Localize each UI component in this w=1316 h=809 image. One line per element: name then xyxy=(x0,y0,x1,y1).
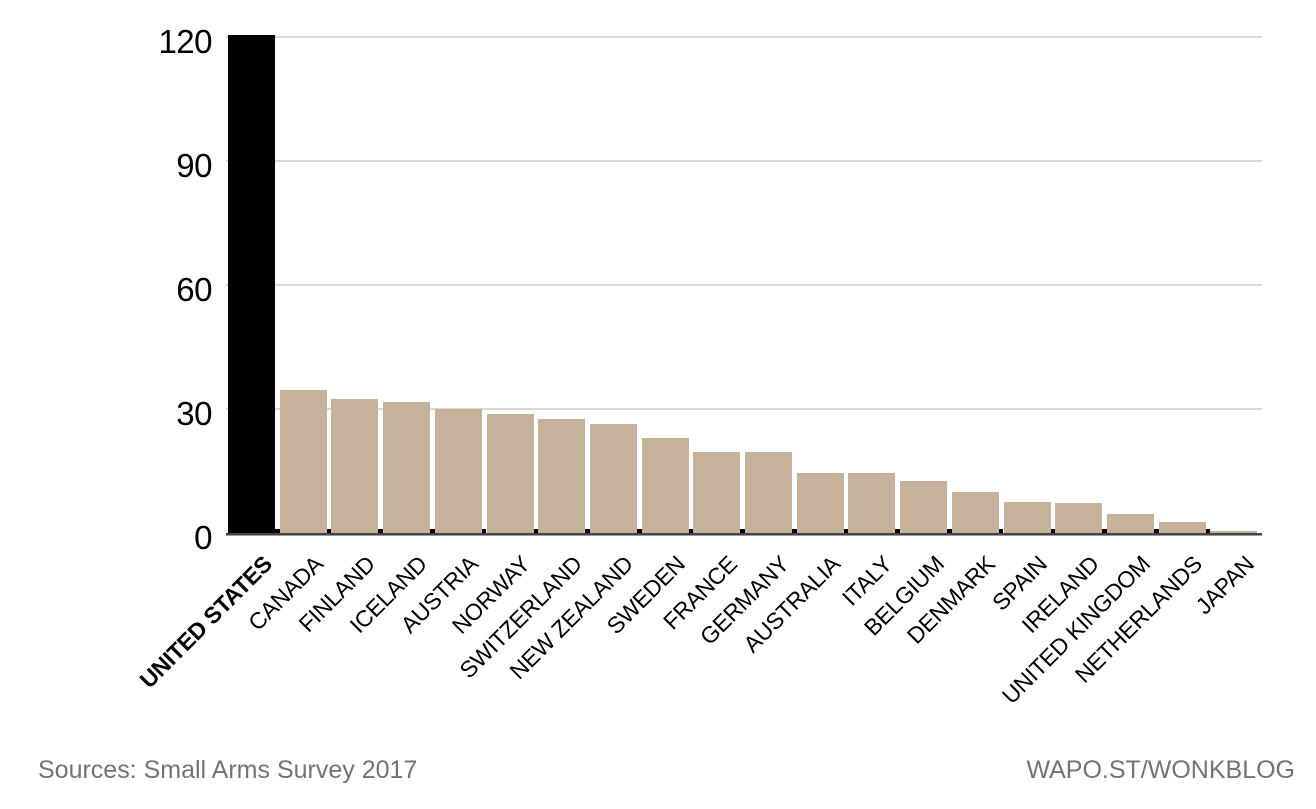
bar-germany xyxy=(745,451,792,533)
axis-boundary-tick xyxy=(533,529,539,533)
axis-boundary-tick xyxy=(326,529,332,533)
bar-denmark xyxy=(951,492,999,533)
axis-boundary-tick xyxy=(1205,529,1211,533)
axis-boundary-tick xyxy=(843,529,849,533)
bar-japan xyxy=(1210,531,1258,533)
axis-boundary-tick xyxy=(1050,529,1056,533)
axis-boundary-tick xyxy=(275,529,280,533)
bar-spain xyxy=(1003,502,1051,533)
axis-boundary-tick xyxy=(895,529,901,533)
bar-united-kingdom xyxy=(1106,513,1154,533)
axis-boundary-tick xyxy=(481,529,487,533)
bar-ireland xyxy=(1055,503,1103,533)
gridline-90 xyxy=(226,160,1262,162)
bar-iceland xyxy=(383,401,431,533)
bar-france xyxy=(693,451,741,533)
bar-netherlands xyxy=(1158,522,1206,533)
x-axis-baseline xyxy=(226,533,1262,536)
bar-australia xyxy=(796,473,844,533)
axis-boundary-tick xyxy=(636,529,642,533)
axis-boundary-tick xyxy=(378,529,384,533)
credit-text: WAPO.ST/WONKBLOG xyxy=(1026,756,1295,784)
bar-finland xyxy=(331,399,379,533)
bar-norway xyxy=(486,413,534,533)
gridline-60 xyxy=(226,284,1262,286)
y-axis-tick-label-60: 60 xyxy=(176,271,212,308)
source-note: Sources: Small Arms Survey 2017 xyxy=(38,756,418,784)
axis-boundary-tick xyxy=(1153,529,1159,533)
gridline-120 xyxy=(226,36,1262,38)
axis-boundary-tick xyxy=(430,529,435,533)
bar-belgium xyxy=(900,480,948,533)
bar-switzerland xyxy=(538,418,586,533)
y-axis-tick-label-0: 0 xyxy=(194,519,212,556)
axis-boundary-tick xyxy=(740,529,745,533)
axis-boundary-tick xyxy=(1102,529,1107,533)
y-axis-tick-label-30: 30 xyxy=(176,395,212,432)
axis-boundary-tick xyxy=(998,529,1004,533)
bar-new-zealand xyxy=(589,424,637,533)
axis-boundary-tick xyxy=(792,529,797,533)
axis-boundary-tick xyxy=(688,529,694,533)
bar-sweden xyxy=(641,437,689,533)
axis-boundary-tick xyxy=(585,529,590,533)
y-axis-tick-label-90: 90 xyxy=(176,147,212,184)
gridline-30 xyxy=(226,408,1262,410)
chart-footer: Sources: Small Arms Survey 2017 WAPO.ST/… xyxy=(38,756,1295,784)
bar-italy xyxy=(848,473,896,533)
bar-austria xyxy=(434,409,482,533)
y-axis-tick-label-120: 120 xyxy=(158,23,212,60)
bar-united-states xyxy=(228,34,275,533)
bar-canada xyxy=(279,389,327,533)
axis-boundary-tick xyxy=(947,529,952,533)
